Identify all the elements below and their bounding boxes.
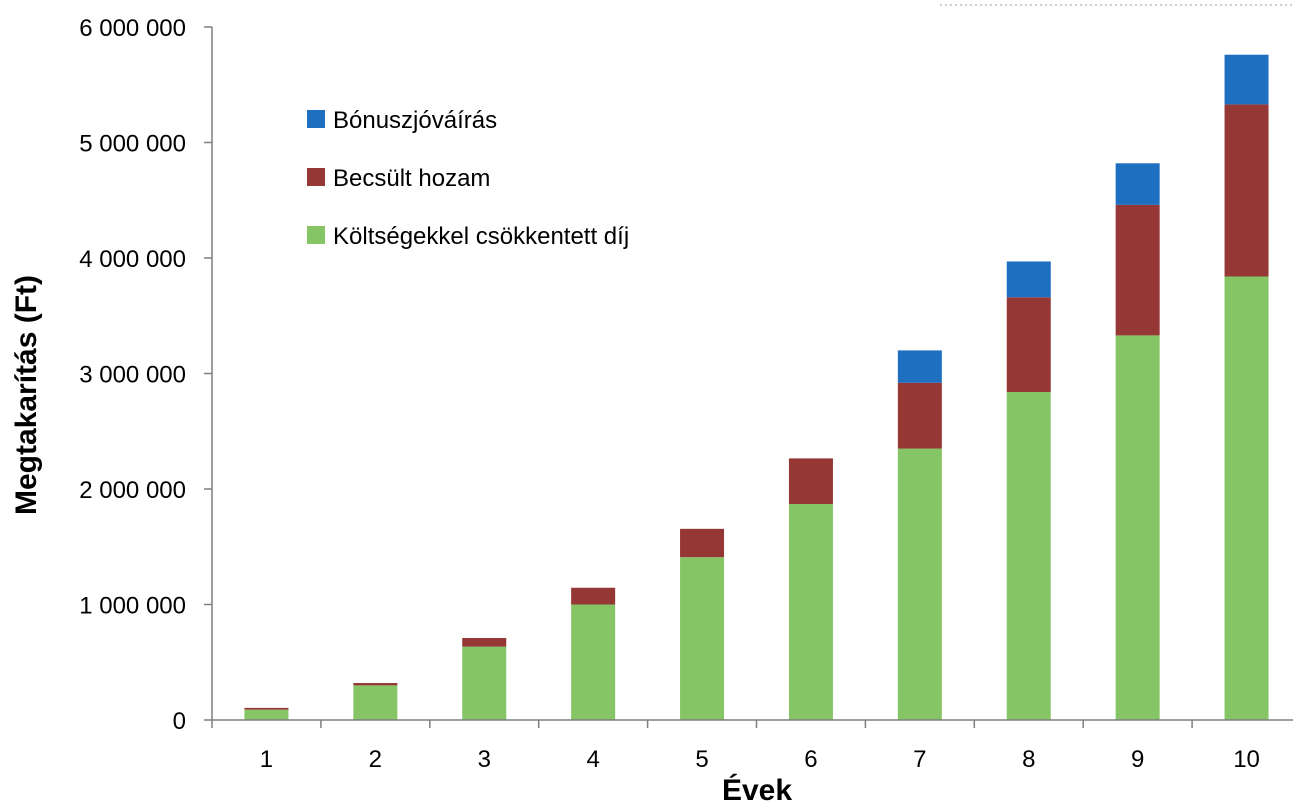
x-tick-label: 9 bbox=[1131, 746, 1144, 773]
bar-segment bbox=[897, 382, 942, 449]
x-tick-label: 8 bbox=[1022, 746, 1035, 773]
bar-segment bbox=[1224, 54, 1269, 105]
bar-segment bbox=[462, 646, 507, 720]
legend-label: Becsült hozam bbox=[333, 165, 490, 192]
bar-segment bbox=[353, 685, 398, 720]
bar-segment bbox=[788, 504, 833, 720]
bar-segment bbox=[680, 528, 725, 558]
bar-segment bbox=[1224, 276, 1269, 720]
y-tick-label: 1 000 000 bbox=[79, 593, 186, 620]
x-tick-label: 4 bbox=[586, 746, 599, 773]
y-axis-ticks: 0 1 000 000 2 000 000 3 000 000 4 000 000 5 0… bbox=[79, 15, 212, 735]
bar-segment bbox=[897, 350, 942, 383]
bar-segment bbox=[353, 683, 398, 686]
x-tick-label: 1 bbox=[260, 746, 273, 773]
x-axis-title: Évek bbox=[722, 773, 792, 805]
legend-label: Költségekkel csökkentett díj bbox=[333, 223, 629, 250]
bar-series bbox=[244, 54, 1269, 720]
x-tick-label: 7 bbox=[913, 746, 926, 773]
y-tick-label: 2 000 000 bbox=[79, 477, 186, 504]
bar-segment bbox=[1115, 335, 1160, 720]
bar-segment bbox=[244, 709, 289, 720]
y-axis-title: Megtakarítás (Ft) bbox=[10, 275, 43, 515]
legend-swatch bbox=[307, 168, 325, 186]
x-axis-ticks: 1 2 3 4 5 6 7 8 9 10 bbox=[211, 720, 1260, 773]
y-tick-label: 0 bbox=[173, 708, 186, 735]
bar-segment bbox=[1115, 204, 1160, 336]
legend-label: Bónuszjóváírás bbox=[333, 107, 497, 134]
bar-segment bbox=[571, 587, 616, 605]
bar-segment bbox=[462, 637, 507, 647]
legend-swatch bbox=[307, 110, 325, 128]
bar-segment bbox=[1115, 163, 1160, 205]
bar-segment bbox=[1006, 297, 1051, 392]
bar-segment bbox=[788, 458, 833, 505]
bar-segment bbox=[1224, 104, 1269, 277]
bar-segment bbox=[1006, 261, 1051, 298]
bar-segment bbox=[571, 604, 616, 720]
x-tick-label: 6 bbox=[804, 746, 817, 773]
bar-segment bbox=[897, 448, 942, 720]
y-tick-label: 3 000 000 bbox=[79, 362, 186, 389]
y-tick-label: 5 000 000 bbox=[79, 131, 186, 158]
bar-segment bbox=[244, 707, 289, 710]
legend-swatch bbox=[307, 226, 325, 244]
bar-segment bbox=[680, 557, 725, 720]
x-tick-label: 3 bbox=[478, 746, 491, 773]
y-tick-label: 6 000 000 bbox=[79, 15, 186, 42]
x-tick-label: 5 bbox=[695, 746, 708, 773]
x-tick-label: 10 bbox=[1233, 746, 1260, 773]
x-tick-label: 2 bbox=[369, 746, 382, 773]
y-tick-label: 4 000 000 bbox=[79, 246, 186, 273]
legend: Bónuszjóváírás Becsült hozam Költségekkel … bbox=[307, 107, 629, 250]
bar-segment bbox=[1006, 391, 1051, 720]
